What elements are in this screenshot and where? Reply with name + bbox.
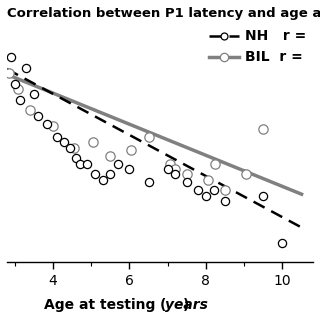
Point (54, 134, 59, 140)
Point (165, 166, 170, 172)
Text: years: years (164, 298, 207, 312)
Point (50, 124, 55, 129)
Point (213, 161, 218, 166)
Point (92, 172, 98, 177)
Point (71, 145, 76, 150)
Point (35, 113, 40, 118)
Point (16, 86, 21, 92)
Point (146, 134, 151, 140)
Point (108, 153, 113, 158)
Point (18, 97, 23, 102)
Point (6, 70, 12, 76)
Point (62, 140, 67, 145)
Point (100, 177, 105, 182)
Text: Age at testing: Age at testing (44, 298, 160, 312)
Point (27, 108, 32, 113)
Point (211, 188, 216, 193)
Legend: NH   r =, BIL  r =: NH r =, BIL r = (203, 24, 312, 70)
Point (8, 54, 13, 60)
Point (129, 148, 134, 153)
Point (244, 172, 249, 177)
Point (261, 126, 266, 132)
Point (115, 161, 120, 166)
Point (205, 177, 210, 182)
Point (222, 188, 228, 193)
Point (167, 161, 172, 166)
Point (23, 65, 28, 70)
Point (184, 180, 189, 185)
Point (196, 188, 201, 193)
Point (12, 81, 17, 86)
Point (173, 166, 178, 172)
Point (91, 140, 96, 145)
Point (108, 172, 113, 177)
Point (222, 198, 228, 204)
Point (173, 172, 178, 177)
Text: ): ) (183, 298, 189, 312)
Text: (: ( (160, 298, 166, 312)
Point (203, 193, 208, 198)
Point (146, 180, 151, 185)
Text: Correlation between P1 latency and age at tes: Correlation between P1 latency and age a… (7, 7, 320, 20)
Point (184, 172, 189, 177)
Point (73, 156, 78, 161)
Point (77, 161, 82, 166)
Point (68, 145, 73, 150)
Point (261, 193, 266, 198)
Point (127, 166, 132, 172)
Point (85, 161, 90, 166)
Point (280, 241, 285, 246)
Point (31, 92, 36, 97)
Point (44, 121, 50, 126)
